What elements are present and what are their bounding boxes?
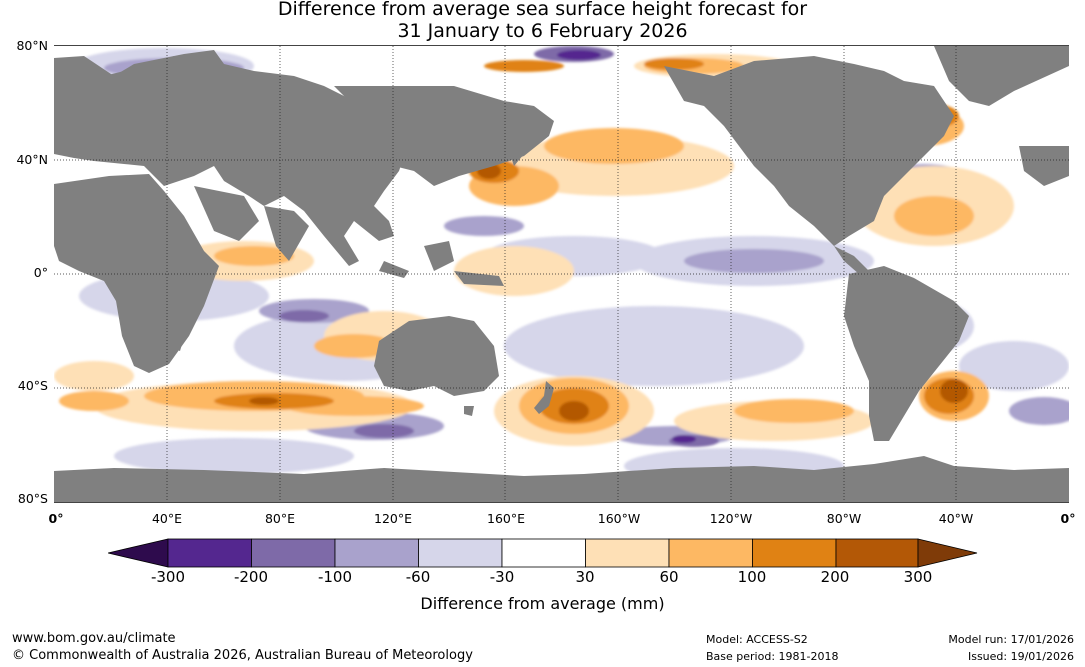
colorbar-arrow-min: [108, 538, 169, 568]
footer-copyright: © Commonwealth of Australia 2026, Austra…: [12, 648, 473, 663]
map-title-line2: 31 January to 6 February 2026: [397, 20, 688, 42]
lon-label-80e: 80°E: [264, 511, 296, 526]
graticule: [54, 46, 1069, 502]
colorbar: [108, 538, 978, 568]
land-layer: [54, 46, 1069, 502]
lon-label-120w: 120°W: [709, 511, 753, 526]
lat-label-80s: 80°S: [17, 491, 48, 506]
lat-label-40s: 40°S: [17, 378, 48, 393]
footer-url[interactable]: www.bom.gov.au/climate: [12, 631, 176, 646]
colorbar-swatch-200-300: [835, 538, 919, 568]
lon-label-40e: 40°E: [151, 511, 183, 526]
lon-label-160e: 160°E: [486, 511, 526, 526]
map-title-line1: Difference from average sea surface heig…: [277, 0, 808, 20]
lon-label-0-left: 0°: [48, 511, 64, 526]
lon-label-40w: 40°W: [938, 511, 974, 526]
colorbar-tick: 100: [737, 568, 767, 586]
footer-model-run: Model run: 17/01/2026: [948, 633, 1074, 646]
colorbar-tick: -100: [317, 568, 353, 586]
footer-base-period: Base period: 1981-2018: [706, 650, 839, 663]
colorbar-tick: -300: [150, 568, 186, 586]
colorbar-title: Difference from average (mm): [420, 594, 665, 613]
lon-label-0-right: 0°: [1060, 511, 1076, 526]
colorbar-swatch-30-60: [585, 538, 670, 568]
sea-surface-height-map: [54, 45, 1069, 503]
colorbar-tick: -60: [405, 568, 431, 586]
footer-issued: Issued: 19/01/2026: [967, 650, 1074, 663]
colorbar-tick: 30: [575, 568, 595, 586]
colorbar-tick: 300: [903, 568, 933, 586]
lat-label-80n: 80°N: [16, 38, 48, 53]
colorbar-swatch-neutral: [501, 538, 586, 568]
footer-model: Model: ACCESS-S2: [706, 633, 808, 646]
colorbar-swatch-200-100: [251, 538, 336, 568]
colorbar-swatch-100-200: [752, 538, 837, 568]
lon-label-120e: 120°E: [373, 511, 413, 526]
lon-label-160w: 160°W: [597, 511, 641, 526]
colorbar-swatch-60-100: [668, 538, 753, 568]
colorbar-arrow-max: [917, 538, 978, 568]
lat-label-40n: 40°N: [16, 152, 48, 167]
lon-label-80w: 80°W: [826, 511, 862, 526]
lat-label-0: 0°: [33, 265, 48, 280]
colorbar-tick: -30: [489, 568, 515, 586]
colorbar-tick: 60: [659, 568, 679, 586]
colorbar-swatch-100-60: [334, 538, 419, 568]
colorbar-swatch-60-30: [418, 538, 503, 568]
colorbar-swatch-300-200: [167, 538, 252, 568]
colorbar-tick: -200: [233, 568, 269, 586]
colorbar-tick: 200: [820, 568, 850, 586]
